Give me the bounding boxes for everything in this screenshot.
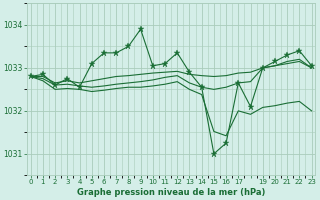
X-axis label: Graphe pression niveau de la mer (hPa): Graphe pression niveau de la mer (hPa)	[77, 188, 265, 197]
